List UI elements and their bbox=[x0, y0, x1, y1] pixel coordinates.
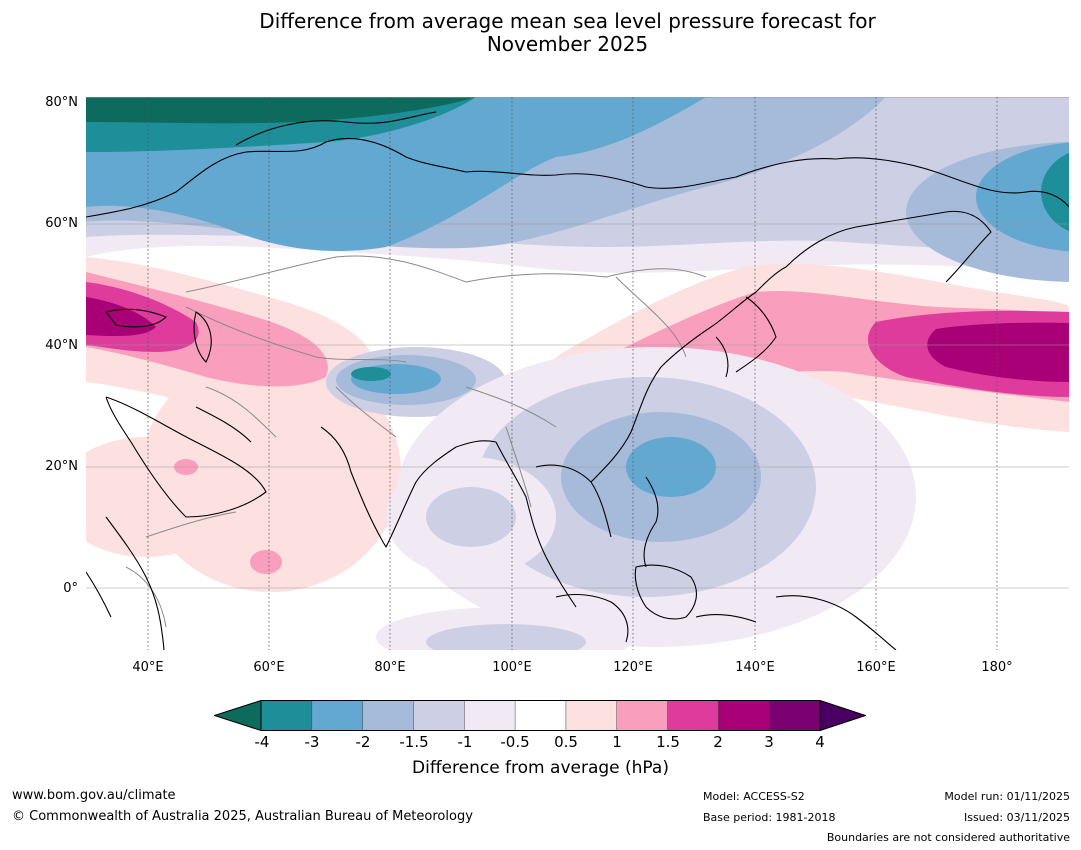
colorbar-extend-high bbox=[820, 700, 866, 731]
cb-tick-2: -2 bbox=[355, 733, 371, 751]
pressure-anomaly-map bbox=[86, 97, 1069, 650]
lon-label-60e: 60°E bbox=[253, 660, 285, 675]
lon-label-40e: 40°E bbox=[132, 660, 164, 675]
colorbar-swatch bbox=[768, 700, 821, 731]
lat-label-80n: 80°N bbox=[45, 95, 78, 110]
colorbar-swatch bbox=[413, 700, 466, 731]
cb-tick-9: 2 bbox=[713, 733, 723, 751]
cb-tick-5: -0.5 bbox=[500, 733, 530, 751]
footer-boundaries: Boundaries are not considered authoritat… bbox=[826, 831, 1070, 844]
colorbar-svg bbox=[212, 699, 868, 732]
lon-label-180: 180° bbox=[981, 660, 1013, 675]
cb-tick-7: 1 bbox=[612, 733, 622, 751]
footer-copyright: © Commonwealth of Australia 2025, Austra… bbox=[12, 809, 473, 824]
cb-tick-4: -1 bbox=[457, 733, 473, 751]
cb-tick-3: -1.5 bbox=[399, 733, 429, 751]
colorbar-swatch bbox=[718, 700, 770, 731]
chart-title: Difference from average mean sea level p… bbox=[0, 10, 1081, 56]
colorbar-swatch bbox=[514, 700, 567, 731]
cb-tick-0: -4 bbox=[254, 733, 270, 751]
title-line-1: Difference from average mean sea level p… bbox=[259, 9, 876, 33]
footer-model-run: Model run: 01/11/2025 bbox=[944, 790, 1070, 803]
footer-issued: Issued: 03/11/2025 bbox=[963, 811, 1070, 824]
lon-label-100e: 100°E bbox=[492, 660, 532, 675]
lat-label-equator: 0° bbox=[63, 581, 78, 596]
title-line-2: November 2025 bbox=[486, 32, 649, 56]
cb-tick-6: 0.5 bbox=[554, 733, 578, 751]
lon-label-120e: 120°E bbox=[613, 660, 653, 675]
cb-tick-8: 1.5 bbox=[656, 733, 680, 751]
footer-model: Model: ACCESS-S2 bbox=[703, 790, 805, 803]
colorbar-swatch bbox=[362, 700, 415, 731]
colorbar-swatch bbox=[311, 700, 364, 731]
lat-label-20n: 20°N bbox=[45, 459, 78, 474]
colorbar-label: Difference from average (hPa) bbox=[412, 758, 669, 778]
footer-base-period: Base period: 1981-2018 bbox=[703, 811, 836, 824]
footer-website[interactable]: www.bom.gov.au/climate bbox=[12, 788, 176, 803]
colorbar-swatch bbox=[616, 700, 669, 731]
colorbar-swatch bbox=[260, 700, 313, 731]
colorbar bbox=[212, 699, 868, 732]
cb-tick-11: 4 bbox=[815, 733, 825, 751]
cb-tick-1: -3 bbox=[304, 733, 320, 751]
cb-tick-10: 3 bbox=[764, 733, 774, 751]
lon-label-160e: 160°E bbox=[856, 660, 896, 675]
colorbar-swatch bbox=[667, 700, 720, 731]
lon-label-140e: 140°E bbox=[735, 660, 775, 675]
lon-label-80e: 80°E bbox=[374, 660, 406, 675]
colorbar-swatch bbox=[565, 700, 618, 731]
map-svg bbox=[86, 97, 1069, 650]
colorbar-extend-low bbox=[214, 700, 261, 731]
colorbar-swatch bbox=[464, 700, 516, 731]
lat-label-40n: 40°N bbox=[45, 338, 78, 353]
lat-label-60n: 60°N bbox=[45, 216, 78, 231]
